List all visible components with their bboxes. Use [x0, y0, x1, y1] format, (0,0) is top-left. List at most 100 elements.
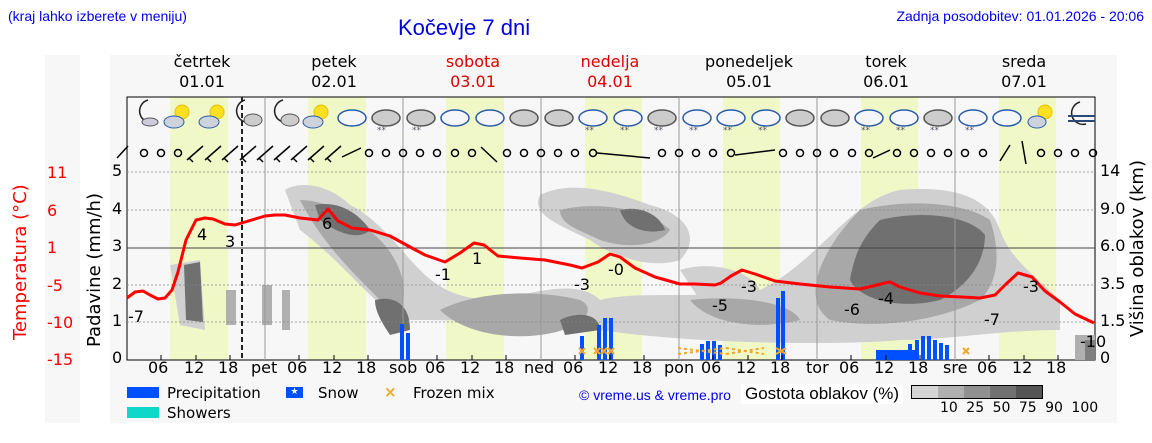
svg-text:**: **	[412, 126, 422, 136]
x-tick-label: 12	[184, 358, 205, 377]
precip-tick: 5	[112, 161, 123, 180]
legend-precipitation: Precipitation	[167, 384, 261, 402]
svg-text:**: **	[620, 126, 630, 136]
moon-cloud-icon	[138, 99, 159, 127]
svg-text:4: 4	[197, 225, 207, 244]
sun-cloud-icon	[1027, 104, 1053, 129]
precip-tick: 2	[112, 274, 123, 293]
day-header-4: ponedeljek 05.01	[705, 52, 793, 91]
x-tick-label: 12	[460, 358, 481, 377]
legend-showers: Showers	[167, 404, 231, 422]
cloud-icons	[337, 109, 1022, 127]
svg-text:**: **	[585, 126, 595, 136]
x-tick-label: sre	[943, 358, 968, 377]
x-tick-label: pon	[664, 358, 695, 377]
svg-text:**: **	[377, 126, 387, 136]
x-tick-label: 12	[1012, 358, 1033, 377]
cloud-density-areas	[170, 185, 1095, 360]
x-tick-label: tor	[806, 358, 829, 377]
x-tick-label: 18	[770, 358, 791, 377]
x-tick-label: 06	[977, 358, 998, 377]
last-update: Zadnja posodobitev: 01.01.2026 - 20:06	[896, 8, 1144, 24]
x-tick-label: 12	[736, 358, 757, 377]
frozen-mix-x-icon: ×	[384, 383, 397, 401]
precip-tick: 4	[112, 199, 123, 218]
x-tick-label: 06	[425, 358, 446, 377]
cloud-height-tick: 14	[1100, 161, 1121, 180]
precip-tick: 1	[112, 311, 123, 330]
x-tick-label: ned	[524, 358, 555, 377]
svg-text:-7: -7	[128, 307, 144, 326]
moon-cloud-icon	[235, 99, 263, 127]
day-separators	[264, 97, 956, 360]
x-tick-label: 06	[563, 358, 584, 377]
snow-star-icon: ★	[286, 387, 303, 398]
svg-text:-0: -0	[608, 260, 624, 279]
svg-text:3: 3	[225, 232, 235, 251]
svg-text:-3: -3	[574, 275, 590, 294]
svg-text:-1: -1	[435, 265, 451, 284]
x-tick-label: 06	[839, 358, 860, 377]
temp-tick: -15	[47, 350, 74, 369]
temp-tick: 6	[47, 201, 58, 220]
page-title: Kočevje 7 dni	[398, 15, 531, 40]
cloud-density-label: Gostota oblakov (%)	[741, 384, 904, 404]
precip-tick: 0	[112, 348, 123, 367]
snow-flakes-icons: ** ** ** ** ** ** ** ** ** ** ** **	[377, 126, 975, 136]
svg-text:-6: -6	[844, 300, 860, 319]
svg-text:**: **	[654, 126, 664, 136]
temperature-value-labels: -7 4 3 6 -1 1 -3 -0 -5 -3 -6 -4 -7 -3 -1…	[128, 214, 1106, 351]
cloud-height-tick: 1.5	[1100, 311, 1126, 330]
x-tick-label: 06	[701, 358, 722, 377]
wind-row	[116, 140, 1098, 165]
showers-swatch	[127, 407, 159, 418]
temp-tick: 11	[47, 163, 68, 182]
temp-tick: 1	[47, 238, 58, 257]
day-header-0: četrtek 01.01	[173, 52, 231, 91]
svg-text:-5: -5	[712, 296, 728, 315]
x-tick-label: 18	[632, 358, 653, 377]
location-menu-hint[interactable]: (kraj lahko izberete v meniju)	[8, 8, 187, 24]
x-tick-label: 12	[874, 358, 895, 377]
svg-text:**: **	[758, 126, 768, 136]
x-tick-label: 18	[1046, 358, 1067, 377]
sun-cloud-icon	[163, 104, 190, 129]
precipitation-swatch	[127, 387, 159, 398]
day-header-2: sobota 03.01	[445, 52, 501, 91]
legend-snow: Snow	[318, 384, 359, 402]
x-axis-ticks	[160, 355, 1059, 360]
x-tick-label: 18	[356, 358, 377, 377]
cloud-height-tick: 3.5	[1100, 274, 1126, 293]
svg-text:**: **	[896, 126, 906, 136]
day-header-1: petek 02.01	[311, 52, 357, 91]
x-tick-label: 18	[908, 358, 929, 377]
x-tick-label: sob	[389, 358, 418, 377]
svg-text:**: **	[965, 126, 975, 136]
svg-text:-10: -10	[1080, 332, 1106, 351]
svg-text:**: **	[861, 126, 871, 136]
cloud-density-ticks: 10 25 50 75 90 100	[940, 400, 1099, 416]
svg-text:**: **	[930, 126, 940, 136]
copyright-link[interactable]: © vreme.us & vreme.pro	[579, 387, 731, 403]
temperature-axis-panel	[45, 55, 80, 423]
cloud-density-scale	[911, 385, 1043, 399]
day-header-6: sreda 07.01	[1001, 52, 1047, 91]
x-tick-label: 12	[598, 358, 619, 377]
cloud-height-tick: 0	[1100, 348, 1111, 367]
x-tick-label: 06	[287, 358, 308, 377]
temp-tick: -10	[47, 313, 74, 332]
sun-cloud-icon	[198, 104, 225, 129]
moon-cloud-icon	[273, 99, 300, 127]
day-header-5: torek 06.01	[863, 52, 909, 91]
frozen-mix-markers	[578, 347, 970, 355]
svg-text:**: **	[689, 126, 699, 136]
precip-tick: 3	[112, 236, 123, 255]
svg-text:-3: -3	[741, 277, 757, 296]
sun-cloud-icon	[302, 104, 329, 129]
svg-text:6: 6	[322, 214, 332, 233]
moon-fog-icon	[1068, 101, 1095, 126]
legend-frozen-mix: Frozen mix	[413, 384, 495, 402]
svg-text:-3: -3	[1023, 277, 1039, 296]
day-header-3: nedelja 04.01	[580, 52, 640, 91]
